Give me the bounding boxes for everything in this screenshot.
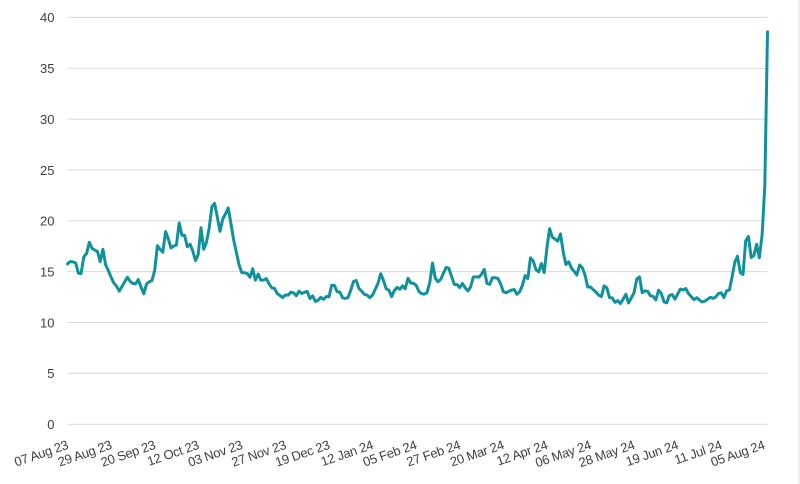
svg-text:35: 35: [40, 61, 54, 76]
svg-text:15: 15: [40, 264, 54, 279]
svg-text:25: 25: [40, 163, 54, 178]
svg-text:10: 10: [40, 315, 54, 330]
svg-text:30: 30: [40, 112, 54, 127]
svg-text:40: 40: [40, 10, 54, 25]
svg-text:20: 20: [40, 214, 54, 229]
svg-text:0: 0: [47, 417, 54, 432]
svg-text:5: 5: [47, 366, 54, 381]
